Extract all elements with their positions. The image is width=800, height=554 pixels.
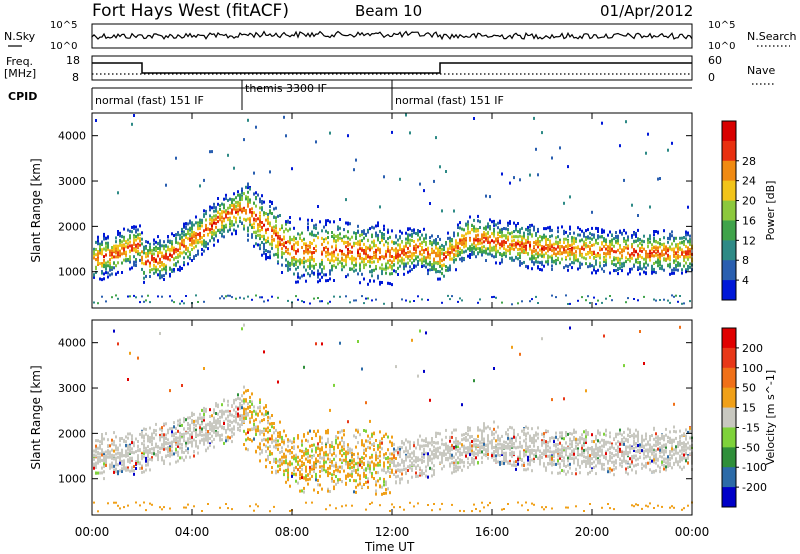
cpid-label: CPID: [8, 90, 37, 103]
power-colorbar-tick: 28: [742, 155, 756, 168]
date-title: 01/Apr/2012: [600, 2, 693, 20]
velocity-colorbar-tick: -100: [742, 461, 767, 474]
x-tick-label: 12:00: [375, 525, 410, 539]
velocity-panel: 1000 2000 3000 4000 Slant Range [km] 200 100 50…: [29, 319, 777, 516]
noise-right-label: N.Search: [747, 30, 797, 43]
velocity-colorbar-tick: -50: [742, 441, 760, 454]
power-echo-cells: [93, 113, 693, 306]
x-tick-label: 16:00: [475, 525, 510, 539]
noise-trace: [91, 30, 693, 41]
nave-tick-top: 60: [708, 54, 722, 67]
power-y-tick-label: 2000: [58, 220, 86, 233]
freq-tick-bottom: 8: [72, 71, 79, 84]
noise-right-tick-bottom: 10^0: [708, 41, 735, 52]
noise-panel: N.Sky 10^5 10^0 10^5 10^0 N.Search: [4, 20, 797, 52]
velocity-colorbar-tick: -15: [742, 421, 760, 434]
noise-right-tick-top: 10^5: [708, 20, 735, 31]
power-y-tick-label: 1000: [58, 266, 86, 279]
cpid-panel: CPID normal (fast) 151 IF themis 3300 IF n…: [8, 80, 692, 110]
power-y-tick-label: 3000: [58, 175, 86, 188]
power-colorbar-tick: 12: [742, 234, 756, 247]
x-tick-label: 08:00: [275, 525, 310, 539]
power-colorbar-tick: 4: [742, 274, 749, 287]
power-colorbar-tick: 20: [742, 195, 756, 208]
noise-left-tick-top: 10^5: [50, 20, 77, 31]
x-tick-labels: 00:00 04:00 08:00 12:00 16:00 20:00 00:00: [75, 525, 710, 539]
velocity-colorbar-tick: -200: [742, 481, 767, 494]
power-y-tick-label: 4000: [58, 130, 86, 143]
x-tick-label: 04:00: [175, 525, 210, 539]
velocity-colorbar-tick: 15: [742, 402, 756, 415]
freq-tick-top: 18: [66, 54, 80, 67]
x-tick-label: 20:00: [575, 525, 610, 539]
noise-left-tick-bottom: 10^0: [50, 41, 77, 52]
nave-tick-bottom: 0: [708, 71, 715, 84]
power-y-axis-label: Slant Range [km]: [29, 158, 43, 262]
velocity-colorbar-tick: 200: [742, 342, 763, 355]
freq-label-bottom: [MHz]: [4, 67, 36, 80]
velocity-colorbar: 200 100 50 15 -15 -50 -100 -200 Velocity [m s^-1…: [721, 327, 777, 508]
cpid-segment-label: normal (fast) 151 IF: [395, 94, 504, 107]
cpid-segment-label: themis 3300 IF: [245, 82, 327, 95]
frequency-panel: Freq. [MHz] 18 8 60 0 Nave: [4, 54, 775, 85]
noise-left-label: N.Sky: [4, 30, 36, 43]
frequency-trace: [92, 62, 692, 74]
velocity-y-tick-label: 3000: [58, 382, 86, 395]
power-colorbar-tick: 16: [742, 214, 756, 227]
cpid-segment-label: normal (fast) 151 IF: [95, 94, 204, 107]
velocity-y-tick-label: 2000: [58, 427, 86, 440]
velocity-colorbar-tick: 50: [742, 382, 756, 395]
velocity-y-axis-label: Slant Range [km]: [29, 365, 43, 469]
power-colorbar-tick: 24: [742, 175, 756, 188]
power-colorbar: 4 8 12 16 20 24 28 Power [dB]: [721, 120, 777, 301]
power-panel: 1000 2000 3000 4000 Slant Range [km] 4 8 12 16 20…: [29, 112, 777, 309]
velocity-y-tick-label: 4000: [58, 337, 86, 350]
velocity-echo-cells: [93, 323, 693, 513]
power-colorbar-label: Power [dB]: [764, 181, 777, 241]
beam-title: Beam 10: [355, 2, 422, 20]
x-tick-label: 00:00: [675, 525, 710, 539]
velocity-colorbar-label: Velocity [m s^-1]: [764, 370, 777, 465]
power-colorbar-tick: 8: [742, 254, 749, 267]
freq-label-top: Freq.: [6, 55, 33, 68]
velocity-colorbar-tick: 100: [742, 362, 763, 375]
x-axis-label: Time UT: [364, 540, 415, 554]
velocity-y-tick-label: 1000: [58, 473, 86, 486]
x-tick-label: 00:00: [75, 525, 110, 539]
nave-label: Nave: [747, 64, 775, 77]
station-title: Fort Hays West (fitACF): [92, 1, 289, 21]
